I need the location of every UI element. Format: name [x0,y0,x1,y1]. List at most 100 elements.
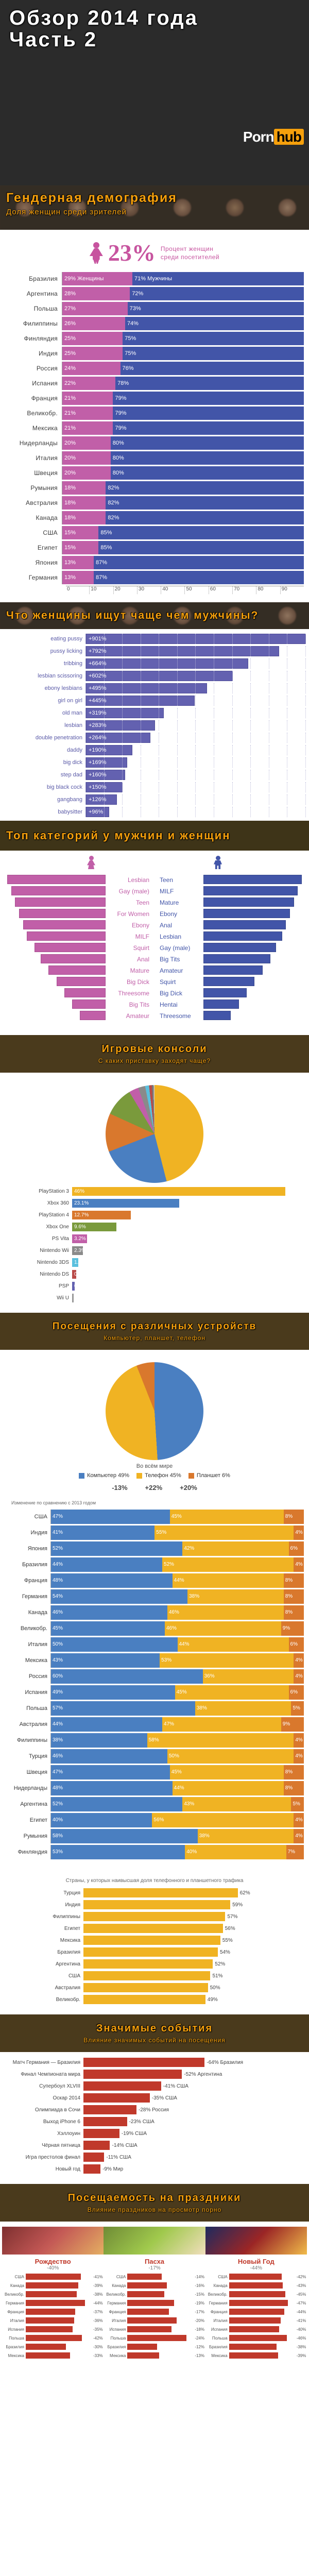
search-term-label: tribbing [63,660,82,667]
table-row: Мексика 55% [5,1935,304,1946]
device-bar-segment: 50% [167,1749,294,1764]
holiday-bar [26,2352,70,2359]
consoles-banner: Игровые консоли С каких приставку заходя… [0,1035,309,1073]
axis-tick: 80 [256,586,280,594]
table-row: Франция 48% 44% 8% [5,1573,304,1588]
table-row: Франция -44% [205,2308,307,2316]
bar-track: 13% 87% [62,571,304,584]
bar-track: 27% 73% [62,302,304,315]
bar-track [26,2309,91,2315]
device-bar-segment: 8% [283,1509,304,1524]
bar-track: 57% 38% 5% [50,1701,304,1716]
country-label: Канада [112,2283,126,2288]
country-label: США [43,529,58,536]
holiday-bar [26,2326,73,2333]
event-label: Игра престолов финал [25,2154,80,2160]
device-bar-segment: 41% [51,1525,155,1540]
table-row [203,999,302,1009]
device-bar-segment: 47% [51,1765,170,1780]
male-bar-segment: 79% [113,406,304,420]
table-row [203,908,302,919]
table-row [203,874,302,885]
country-label: США [14,2274,24,2279]
value-label: -14% США [112,2142,138,2148]
bar-track: 44% 52% 4% [50,1557,304,1572]
holiday-newyear: Новый Год -44% США -42% Канада -43% Великобр… [205,2226,307,2361]
female-category-bar [48,965,106,975]
events-panel: Матч Германия — Бразилия -64% Бразилия Фин… [0,2052,309,2184]
event-bar [83,2129,119,2139]
event-label: Выход iPhone 6 [43,2119,80,2125]
list-item: Teen [160,876,174,884]
country-label: Япония [27,1545,47,1552]
country-label: Франция [24,1577,47,1584]
device-bar-segment: 4% [294,1812,304,1827]
table-row: Египет 40% 56% 4% [5,1812,304,1827]
list-item: Big Dick [160,990,183,997]
bar-track: +445% [85,696,306,706]
male-bar-segment: 87% [93,571,304,584]
table-row: США 47% 45% 8% [5,1509,304,1524]
table-row: Аргентина 52% 43% 5% [5,1797,304,1811]
table-row [7,999,106,1009]
bar-track: +901% [85,634,306,644]
device-bar-segment: 52% [51,1797,183,1811]
device-bar-segment: 49% [51,1685,175,1700]
value-label: -12% [195,2344,204,2349]
hero-title-line1: Обзор 2014 года [9,7,198,29]
female-bar-segment: 20% [62,466,111,480]
events-chart: Матч Германия — Бразилия -64% Бразилия Фин… [5,2057,304,2175]
bar-track: 54% [83,1947,304,1957]
search-term-label: daddy [67,747,82,753]
value-label: -36% [93,2318,103,2323]
change-desktop: -13% [112,1484,127,1492]
bar-track: 0.6% [72,1281,304,1291]
devices-pie-wrap [5,1355,304,1463]
device-bar-segment: 54% [51,1589,188,1604]
bar-track [26,2282,91,2289]
mobile-share-bar [83,1912,226,1922]
female-bar-segment: 29% Женщины [62,272,132,285]
table-row: Великобр. 45% 46% 9% [5,1621,304,1636]
country-label: Испания [25,1689,47,1696]
table-row: Турция 62% [5,1888,304,1899]
table-row: Аргентина 28% 72% [5,287,304,300]
table-row: Италия -20% [104,2317,205,2325]
bar-track: -14% США [83,2141,304,2150]
bar-track: 1.3% [72,1258,304,1267]
axis-tick: 0 [67,586,70,592]
mobile-share-bar [83,1947,218,1957]
bar-track: 26% 74% [62,317,304,330]
table-row: PS Vita 3.2% [5,1233,304,1244]
bar-track: 15% 85% [62,526,304,539]
bar-track: 54% 38% 8% [50,1589,304,1604]
table-row [203,920,302,930]
bar-track: 48% 44% 8% [50,1573,304,1588]
console-label: PS Vita [52,1235,69,1242]
device-bar-segment: 44% [172,1573,284,1588]
device-bar-segment: 45% [51,1621,165,1636]
console-bar: 1.3% [72,1258,86,1267]
bar-track: 60% 36% 4% [50,1669,304,1684]
search-term-label: old man [62,710,82,716]
mobile-share-bar [83,1971,211,1981]
country-label: Польша [212,2335,228,2341]
female-bar-segment: 18% [62,481,106,495]
table-row: Германия -44% [2,2299,104,2307]
console-label: PlayStation 3 [39,1188,69,1194]
device-bar-segment: 38% [197,1828,294,1843]
holiday-bar [127,2291,164,2298]
male-bar-segment: 82% [106,481,304,495]
country-label: Испания [8,2327,24,2332]
device-bar-segment: 48% [51,1781,173,1795]
country-label: Польша [110,2335,126,2341]
table-row: Япония 13% 87% [5,556,304,569]
value-label: 50% [210,1985,220,1991]
bar-track: +150% [85,782,306,792]
device-bar-segment: 6% [288,1685,304,1700]
device-bar-segment: 46% [167,1605,284,1620]
women-search-banner: Что женщины ищут чаще чем мужчины? [0,602,309,629]
search-term-bar: +602% [86,671,233,681]
device-bar-segment: 8% [283,1781,304,1795]
country-label: Мексика [25,1657,47,1664]
